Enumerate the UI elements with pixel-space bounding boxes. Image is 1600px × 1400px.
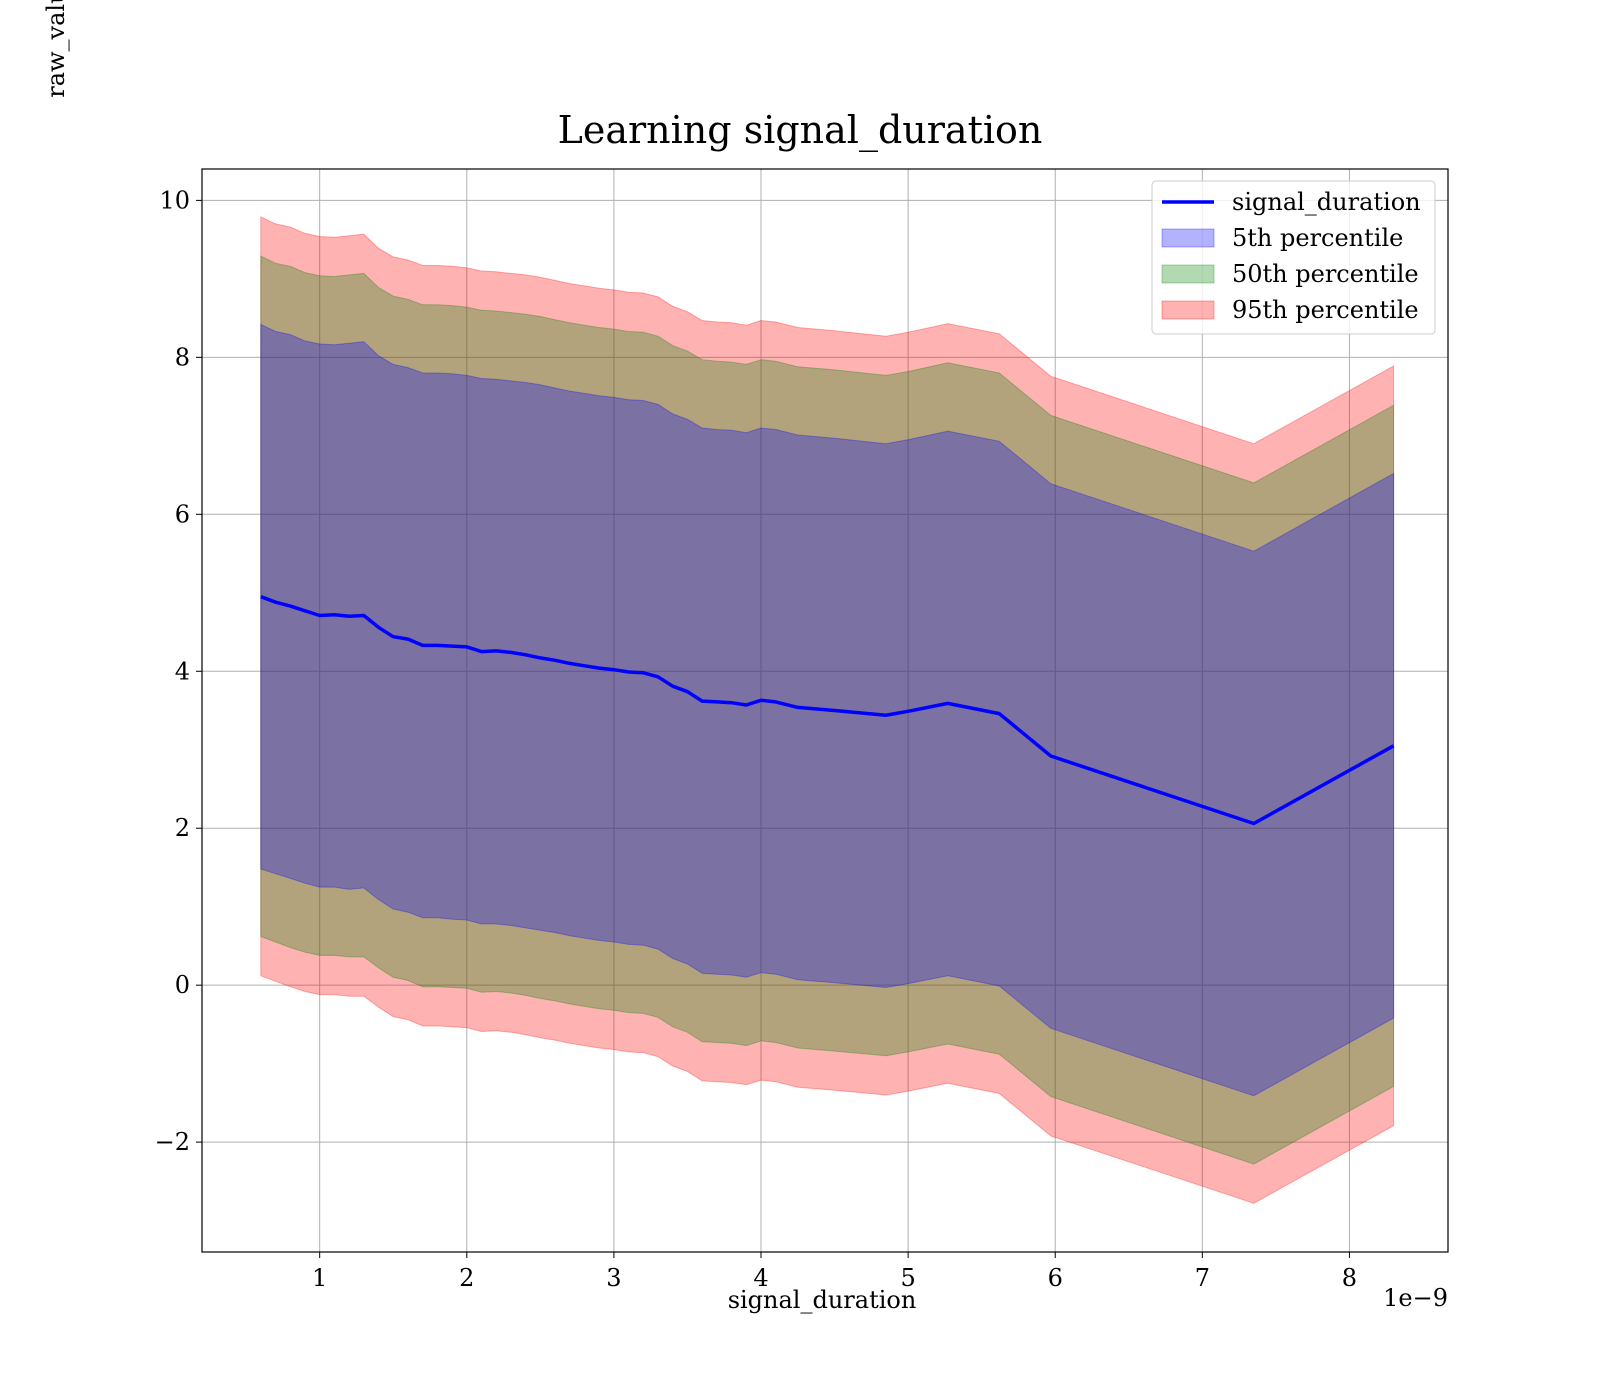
percentile-bands xyxy=(260,216,1395,1204)
y-tick-label: 4 xyxy=(175,657,190,685)
y-tick-label: −2 xyxy=(155,1128,190,1156)
x-axis-label: signal_duration xyxy=(728,1286,917,1314)
x-tick-label: 6 xyxy=(1048,1264,1063,1292)
y-tick-label: 8 xyxy=(175,343,190,371)
legend-label: signal_duration xyxy=(1232,188,1421,216)
x-tick-label: 3 xyxy=(606,1264,621,1292)
x-tick-label: 1 xyxy=(312,1264,327,1292)
legend-box xyxy=(1151,180,1436,335)
series-line-signal-duration xyxy=(260,595,1395,826)
x-axis-ticks: 1 2 3 4 5 6 7 8 xyxy=(312,1252,1357,1292)
y-tick-label: 0 xyxy=(175,971,190,999)
series-line-layer xyxy=(260,595,1395,826)
x-axis-offset-label: 1e−9 xyxy=(1383,1284,1448,1312)
y-axis-label: raw_value xyxy=(42,0,70,98)
legend: signal_duration 5th percentile 50th percen… xyxy=(1151,180,1436,335)
legend-patch-swatch xyxy=(1161,300,1215,320)
legend-patch-swatch xyxy=(1161,264,1215,284)
x-tick-label: 7 xyxy=(1195,1264,1210,1292)
x-tick-label: 2 xyxy=(459,1264,474,1292)
y-axis-ticks: −2 0 2 4 6 8 10 xyxy=(155,186,202,1156)
legend-label: 5th percentile xyxy=(1232,224,1403,252)
x-tick-label: 5 xyxy=(900,1264,915,1292)
legend-label: 95th percentile xyxy=(1232,296,1419,324)
chart-title: Learning signal_duration xyxy=(558,108,1043,153)
y-tick-label: 2 xyxy=(175,814,190,842)
legend-patch-swatch xyxy=(1161,228,1215,248)
y-tick-label: 10 xyxy=(159,186,190,214)
x-tick-label: 8 xyxy=(1342,1264,1357,1292)
x-tick-label: 4 xyxy=(753,1264,768,1292)
y-tick-label: 6 xyxy=(175,500,190,528)
legend-label: 50th percentile xyxy=(1232,260,1419,288)
plot-area-frame xyxy=(201,168,1449,1253)
